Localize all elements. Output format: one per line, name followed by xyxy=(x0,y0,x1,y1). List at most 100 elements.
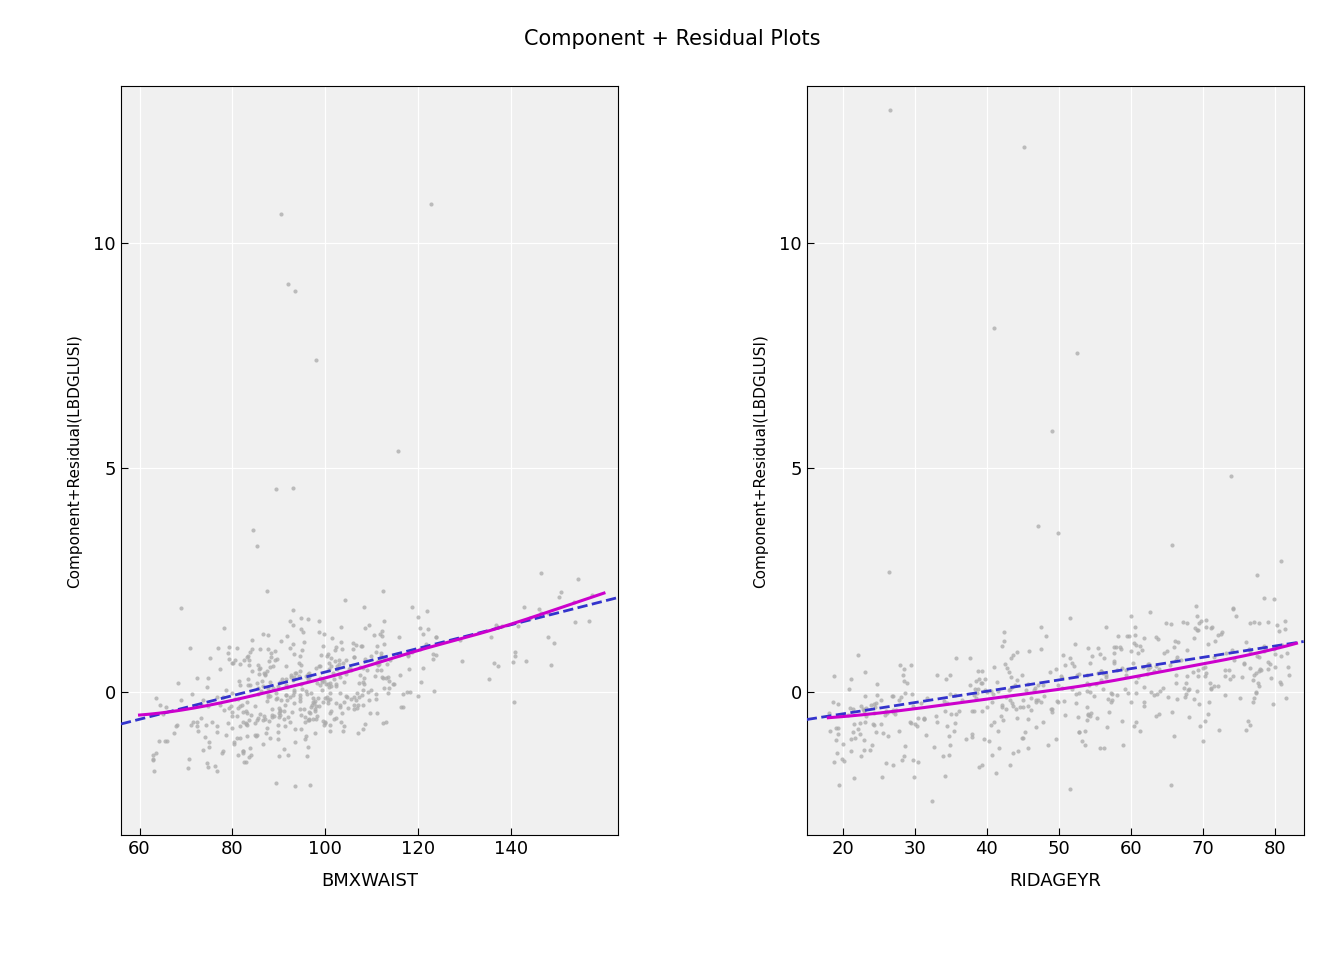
Point xyxy=(833,753,855,768)
Point xyxy=(1137,661,1159,677)
Point xyxy=(223,736,245,752)
Point xyxy=(262,9,284,24)
Point xyxy=(1223,601,1245,616)
Point xyxy=(915,728,937,743)
Point xyxy=(991,708,1012,724)
Point xyxy=(1204,679,1226,694)
Point xyxy=(991,698,1012,713)
Point xyxy=(224,652,246,667)
Point xyxy=(222,685,243,701)
Point xyxy=(320,724,341,739)
Point xyxy=(233,714,254,730)
Point xyxy=(371,623,392,638)
Point xyxy=(840,731,862,746)
Point xyxy=(415,636,437,651)
Point xyxy=(945,707,966,722)
Point xyxy=(1055,707,1077,722)
Point xyxy=(1207,679,1228,694)
Point xyxy=(277,276,298,292)
Point xyxy=(1212,624,1234,639)
Point xyxy=(267,709,289,725)
Point xyxy=(855,688,876,704)
Point xyxy=(305,702,327,717)
Point xyxy=(239,644,261,660)
Point xyxy=(1278,667,1300,683)
Point xyxy=(1183,664,1204,680)
Point xyxy=(855,715,876,731)
Point xyxy=(253,665,274,681)
Point xyxy=(194,730,215,745)
Point xyxy=(261,708,282,723)
Point xyxy=(1042,702,1063,717)
Point xyxy=(289,656,310,671)
Point xyxy=(290,622,312,637)
Point xyxy=(1110,660,1132,676)
Point xyxy=(1195,665,1216,681)
Point xyxy=(988,723,1009,738)
Point xyxy=(207,640,228,656)
Point xyxy=(296,668,317,684)
Point xyxy=(407,688,429,704)
Point xyxy=(1261,670,1282,685)
Point xyxy=(360,649,382,664)
Point xyxy=(1195,619,1216,635)
Point xyxy=(257,628,278,643)
Point xyxy=(281,705,302,720)
Point xyxy=(864,706,886,721)
Point xyxy=(1157,643,1179,659)
Point xyxy=(227,748,249,763)
Point xyxy=(417,604,438,619)
Point xyxy=(324,711,345,727)
Point xyxy=(378,681,399,696)
Point xyxy=(297,739,319,755)
Point xyxy=(853,704,875,719)
Point xyxy=(827,745,848,760)
Point xyxy=(352,660,374,676)
Point xyxy=(259,660,281,675)
Point xyxy=(156,699,177,714)
Point xyxy=(1259,657,1281,672)
Point xyxy=(824,754,845,769)
Point xyxy=(970,675,992,690)
Point xyxy=(1160,616,1181,632)
Point xyxy=(345,692,367,708)
Point xyxy=(1079,708,1101,724)
Point xyxy=(378,674,399,689)
Point xyxy=(548,589,570,605)
Point xyxy=(1246,665,1267,681)
Point xyxy=(262,681,284,696)
Point xyxy=(407,609,429,624)
Point xyxy=(372,583,394,598)
Point xyxy=(1095,619,1117,635)
Point xyxy=(1044,732,1066,747)
Point xyxy=(262,708,284,724)
Point xyxy=(978,733,1000,749)
Point xyxy=(276,679,297,694)
Point xyxy=(251,678,273,693)
Point xyxy=(301,699,323,714)
Point xyxy=(328,667,349,683)
Point xyxy=(309,677,331,692)
Point xyxy=(290,657,312,672)
Point xyxy=(543,636,564,651)
Point xyxy=(212,690,234,706)
Point xyxy=(1124,718,1145,733)
Point xyxy=(1270,675,1292,690)
Point xyxy=(938,728,960,743)
Point xyxy=(853,664,875,680)
Point xyxy=(284,669,305,684)
Point xyxy=(215,728,237,743)
Point xyxy=(296,686,317,702)
Point xyxy=(1099,684,1121,700)
Point xyxy=(280,640,301,656)
Point xyxy=(301,698,323,713)
Point xyxy=(1195,612,1216,628)
Point xyxy=(1090,663,1111,679)
Point xyxy=(309,613,331,629)
Point xyxy=(1009,700,1031,715)
Point xyxy=(1175,675,1196,690)
Point xyxy=(1087,665,1109,681)
Point xyxy=(1001,680,1023,695)
Point xyxy=(876,706,898,721)
Point xyxy=(935,718,957,733)
